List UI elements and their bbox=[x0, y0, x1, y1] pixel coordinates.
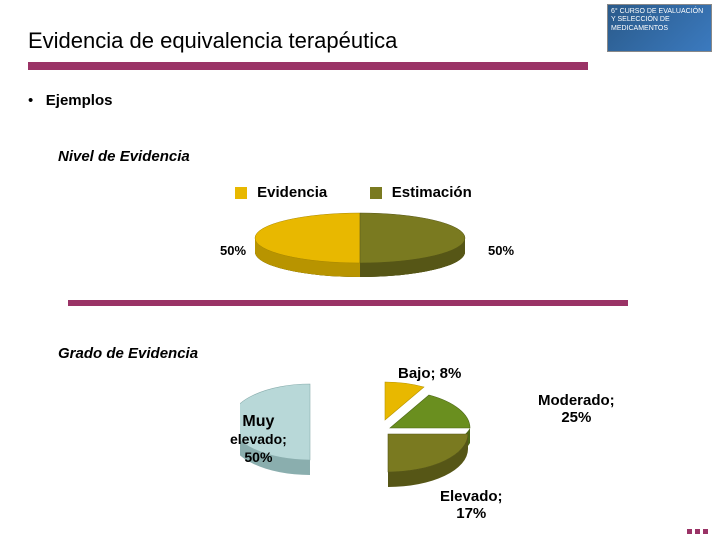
chart1-label-left: 50% bbox=[220, 243, 246, 258]
chart2-label-elevado: Elevado; 17% bbox=[440, 488, 503, 523]
section-divider bbox=[68, 300, 628, 306]
bullet-dot: • bbox=[28, 92, 33, 109]
section2-heading: Grado de Evidencia bbox=[58, 345, 198, 362]
section1-heading: Nivel de Evidencia bbox=[58, 148, 190, 165]
chart2-label-bajo: Bajo; 8% bbox=[398, 365, 461, 382]
legend-swatch-evidencia bbox=[235, 187, 247, 199]
footer-decor-dots bbox=[687, 529, 708, 534]
bullet-ejemplos: • Ejemplos bbox=[28, 92, 112, 109]
legend-label-estimacion: Estimación bbox=[392, 184, 472, 201]
corner-logo: 6° CURSO DE EVALUACIÓN Y SELECCIÓN DE ME… bbox=[607, 4, 712, 52]
legend-label-evidencia: Evidencia bbox=[257, 184, 327, 201]
chart2-label-muy-elevado: Muy elevado; 50% bbox=[230, 413, 287, 466]
chart1-label-right: 50% bbox=[488, 243, 514, 258]
bullet-label: Ejemplos bbox=[46, 92, 113, 109]
chart1-legend: Evidencia Estimación bbox=[235, 184, 472, 201]
legend-swatch-estimacion bbox=[370, 187, 382, 199]
chart2-label-moderado: Moderado; 25% bbox=[538, 392, 615, 427]
title-underline bbox=[28, 62, 588, 70]
page-title: Evidencia de equivalencia terapéutica bbox=[28, 28, 397, 54]
